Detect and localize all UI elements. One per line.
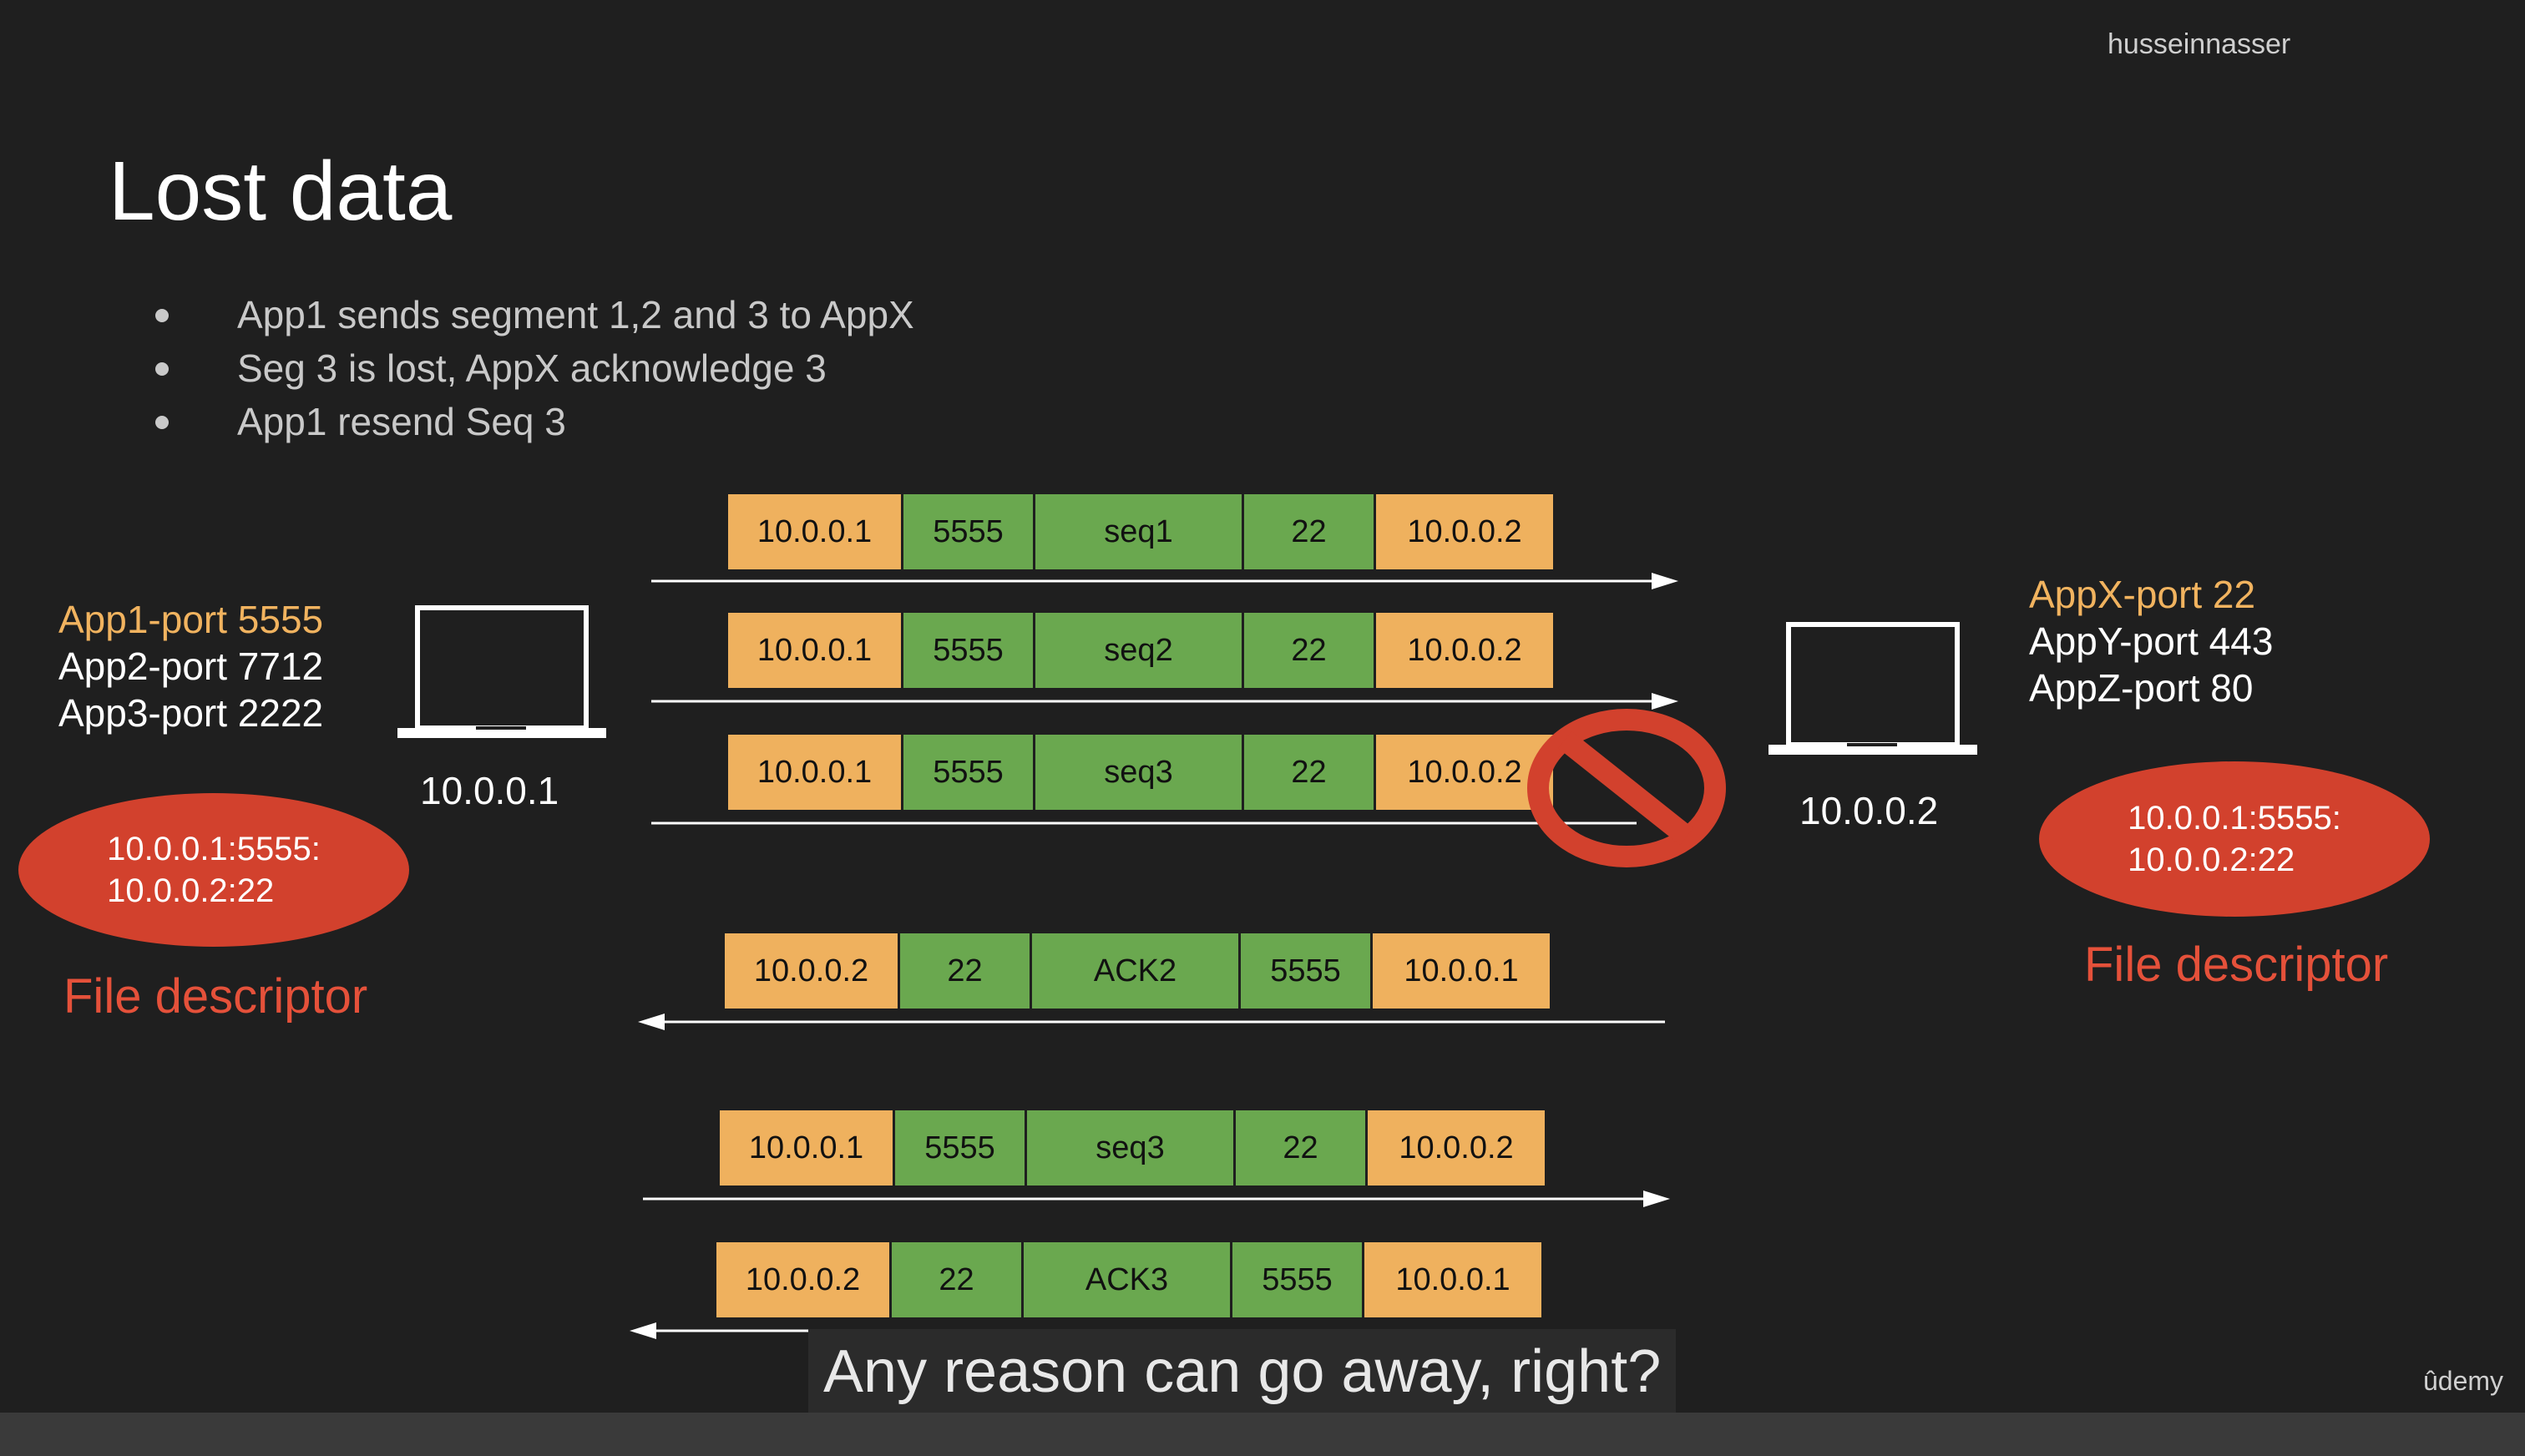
packet-cell-dst-port: 5555 bbox=[1241, 933, 1373, 1009]
right-app-2: AppY-port 443 bbox=[2029, 619, 2274, 663]
arrow-ack2 bbox=[638, 1014, 1665, 1030]
packet-cell-src-ip: 10.0.0.1 bbox=[720, 1110, 895, 1186]
packet-cell-src-port: 22 bbox=[892, 1242, 1024, 1317]
packet-cell-src-port: 22 bbox=[900, 933, 1032, 1009]
packet-cell-dst-ip: 10.0.0.2 bbox=[1368, 1110, 1545, 1186]
packet-cell-payload: seq2 bbox=[1035, 613, 1244, 688]
video-caption: Any reason can go away, right? bbox=[808, 1329, 1677, 1414]
packet-cell-dst-port: 5555 bbox=[1232, 1242, 1364, 1317]
packet-cell-src-ip: 10.0.0.1 bbox=[728, 613, 903, 688]
packet-cell-dst-ip: 10.0.0.2 bbox=[1376, 613, 1553, 688]
packet-cell-payload: seq1 bbox=[1035, 494, 1244, 569]
arrow-seq2 bbox=[651, 693, 1678, 710]
right-file-descriptor-label: File descriptor bbox=[2084, 938, 2389, 992]
packet-ack3: 10.0.0.2 22 ACK3 5555 10.0.0.1 bbox=[716, 1242, 1541, 1317]
left-app-list: App1-port 5555 App2-port 7712 App3-port … bbox=[58, 596, 323, 736]
packet-seq3-resend: 10.0.0.1 5555 seq3 22 10.0.0.2 bbox=[720, 1110, 1545, 1186]
packet-seq2: 10.0.0.1 5555 seq2 22 10.0.0.2 bbox=[728, 613, 1553, 688]
left-app-1: App1-port 5555 bbox=[58, 598, 324, 641]
packet-cell-src-ip: 10.0.0.1 bbox=[728, 494, 903, 569]
watermark: husseinnasser bbox=[2108, 28, 2291, 60]
right-app-1: AppX-port 22 bbox=[2029, 573, 2256, 616]
packet-cell-dst-ip: 10.0.0.1 bbox=[1373, 933, 1550, 1009]
packet-cell-dst-ip: 10.0.0.2 bbox=[1376, 735, 1553, 810]
packet-cell-payload: seq3 bbox=[1035, 735, 1244, 810]
packet-seq3-lost: 10.0.0.1 5555 seq3 22 10.0.0.2 bbox=[728, 735, 1553, 810]
packet-cell-dst-port: 22 bbox=[1244, 494, 1376, 569]
arrow-seq3-resend bbox=[643, 1191, 1670, 1207]
left-file-descriptor-label: File descriptor bbox=[63, 969, 368, 1024]
packet-cell-src-port: 5555 bbox=[903, 735, 1035, 810]
slide-title: Lost data bbox=[109, 144, 453, 238]
right-file-descriptor-text: 10.0.0.1:5555: 10.0.0.2:22 bbox=[2128, 800, 2341, 878]
packet-cell-src-port: 5555 bbox=[903, 613, 1035, 688]
packet-cell-dst-port: 22 bbox=[1244, 613, 1376, 688]
packet-cell-dst-ip: 10.0.0.1 bbox=[1364, 1242, 1541, 1317]
packet-cell-dst-port: 22 bbox=[1236, 1110, 1368, 1186]
left-laptop-icon bbox=[397, 605, 606, 738]
player-bottom-bar bbox=[0, 1413, 2525, 1456]
packet-cell-src-ip: 10.0.0.2 bbox=[725, 933, 900, 1009]
left-file-descriptor-ellipse: 10.0.0.1:5555: 10.0.0.2:22 bbox=[18, 793, 409, 947]
packet-cell-src-port: 5555 bbox=[895, 1110, 1027, 1186]
packet-cell-src-ip: 10.0.0.2 bbox=[716, 1242, 892, 1317]
packet-cell-payload: ACK3 bbox=[1024, 1242, 1232, 1317]
packet-cell-payload: ACK2 bbox=[1032, 933, 1241, 1009]
udemy-logo: ûdemy bbox=[2423, 1366, 2504, 1396]
left-app-3: App3-port 2222 bbox=[58, 691, 324, 735]
left-host-ip: 10.0.0.1 bbox=[420, 769, 559, 812]
bullet-item: Seg 3 is lost, AppX acknowledge 3 bbox=[150, 341, 914, 395]
right-host-ip: 10.0.0.2 bbox=[1799, 789, 1939, 832]
packet-ack2: 10.0.0.2 22 ACK2 5555 10.0.0.1 bbox=[725, 933, 1550, 1009]
lost-packet-prohibited-icon bbox=[1527, 709, 1726, 867]
packet-cell-src-port: 5555 bbox=[903, 494, 1035, 569]
bullet-list: App1 sends segment 1,2 and 3 to AppX Seg… bbox=[150, 288, 914, 448]
right-app-list: AppX-port 22 AppY-port 443 AppZ-port 80 bbox=[2029, 571, 2273, 711]
packet-cell-dst-port: 22 bbox=[1244, 735, 1376, 810]
left-file-descriptor-text: 10.0.0.1:5555: 10.0.0.2:22 bbox=[107, 831, 321, 909]
packet-cell-src-ip: 10.0.0.1 bbox=[728, 735, 903, 810]
right-app-3: AppZ-port 80 bbox=[2029, 666, 2254, 710]
packet-seq1: 10.0.0.1 5555 seq1 22 10.0.0.2 bbox=[728, 494, 1553, 569]
packet-cell-dst-ip: 10.0.0.2 bbox=[1376, 494, 1553, 569]
left-app-2: App2-port 7712 bbox=[58, 645, 324, 688]
bullet-item: App1 resend Seq 3 bbox=[150, 395, 914, 448]
packet-cell-payload: seq3 bbox=[1027, 1110, 1236, 1186]
arrow-seq1 bbox=[651, 573, 1678, 589]
bullet-item: App1 sends segment 1,2 and 3 to AppX bbox=[150, 288, 914, 341]
right-laptop-icon bbox=[1769, 622, 1977, 755]
right-file-descriptor-ellipse: 10.0.0.1:5555: 10.0.0.2:22 bbox=[2039, 761, 2430, 917]
